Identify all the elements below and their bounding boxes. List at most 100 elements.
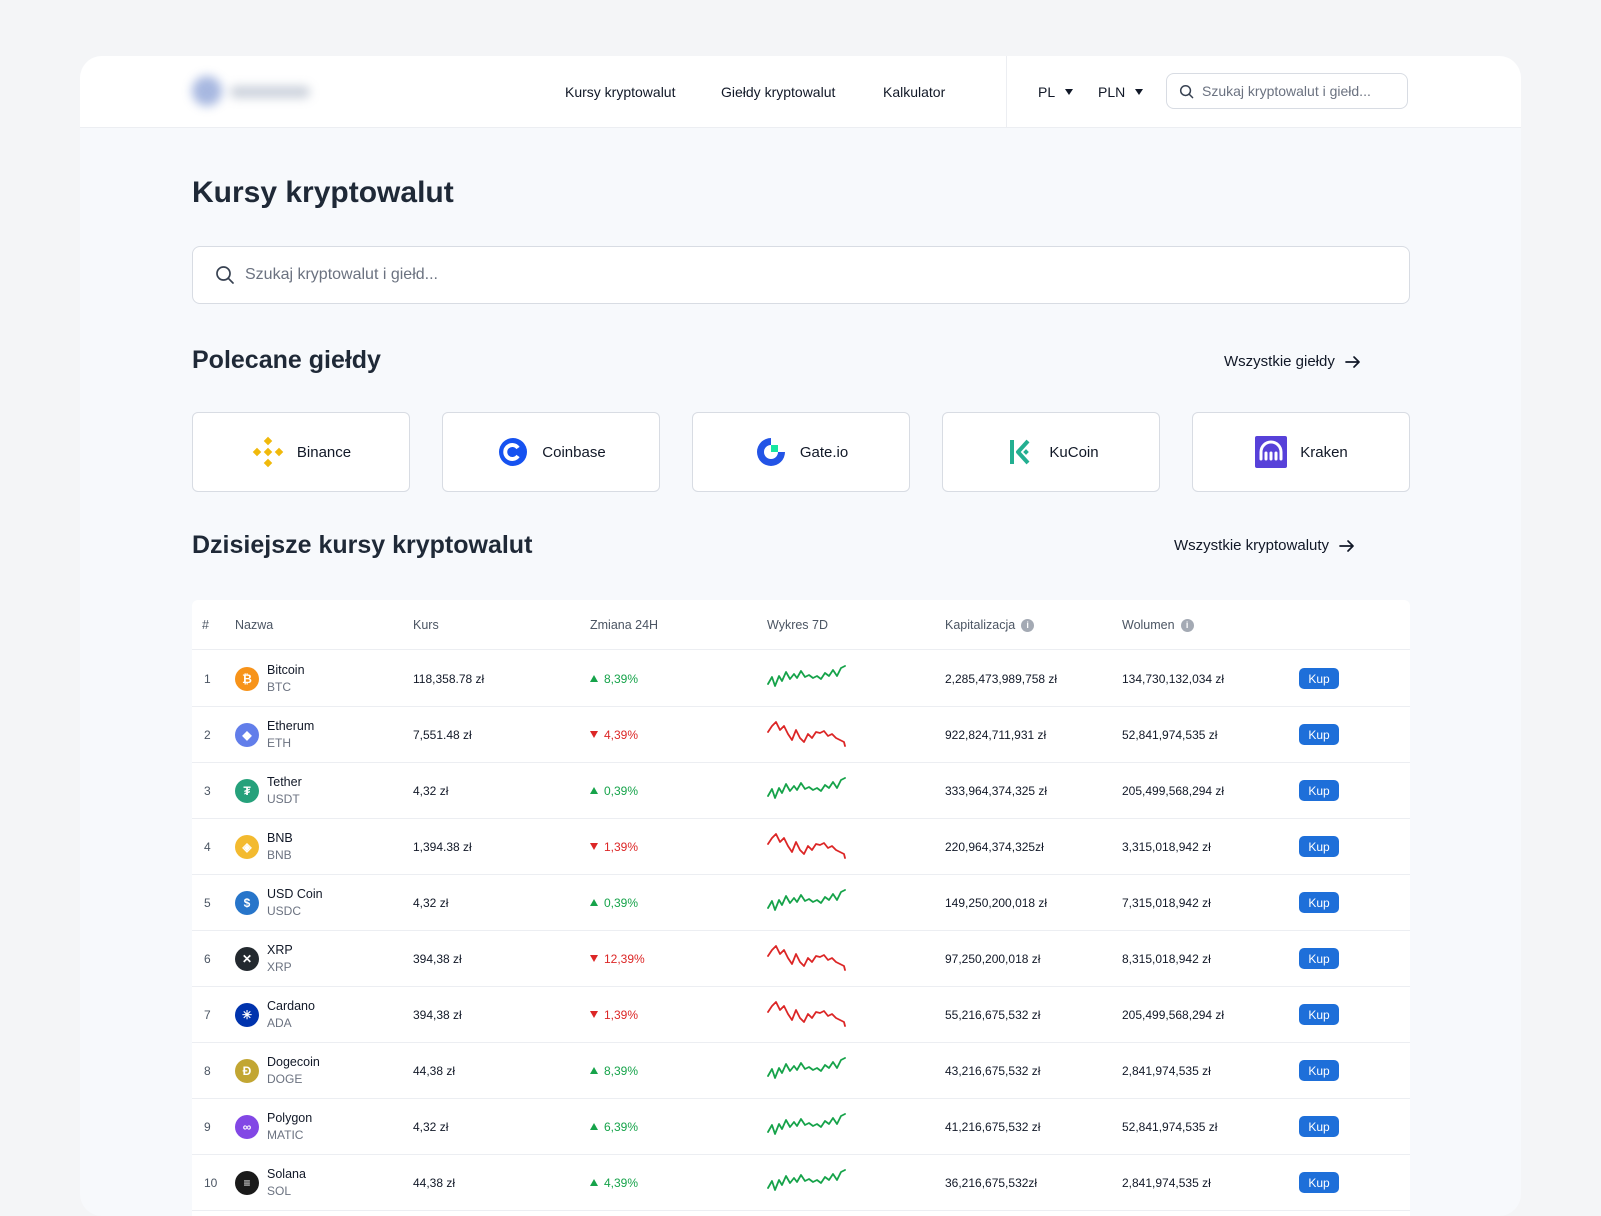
buy-button[interactable]: Kup — [1299, 1004, 1339, 1025]
coin-name: USD Coin — [267, 887, 323, 901]
polygon-icon: ∞ — [235, 1114, 259, 1139]
col-market-cap[interactable]: Kapitalizacja i — [945, 600, 1035, 650]
volume: 3,315,018,942 zł — [1122, 839, 1211, 854]
xrp-icon: ✕ — [235, 946, 259, 971]
row-rank: 2 — [204, 727, 211, 742]
coin-symbol: SOL — [267, 1184, 292, 1198]
table-row[interactable]: 8 Ð Dogecoin DOGE 44,38 zł 8,39% 43,216,675,53… — [192, 1042, 1410, 1099]
table-row[interactable]: 10 ≡ Solana SOL 44,38 zł 4,39% 36,216,675,532z… — [192, 1154, 1410, 1211]
buy-button[interactable]: Kup — [1299, 1116, 1339, 1137]
table-row[interactable]: 2 ◆ Etherum ETH 7,551.48 zł 4,39% 922,824,711,… — [192, 706, 1410, 763]
info-icon[interactable]: i — [1021, 618, 1035, 632]
volume: 52,841,974,535 zł — [1122, 1119, 1218, 1134]
coin-cell[interactable]: ∞ Polygon MATIC — [235, 1098, 312, 1155]
triangle-up-icon — [590, 1179, 598, 1186]
col-change-24h[interactable]: Zmiana 24H — [590, 618, 659, 632]
exchange-card-kucoin[interactable]: KuCoin — [942, 412, 1160, 492]
coin-cell[interactable]: ₿ Bitcoin BTC — [235, 650, 305, 707]
bitcoin-icon: ₿ — [235, 666, 259, 691]
language-select[interactable]: PL — [1038, 56, 1074, 128]
coin-name: BNB — [267, 831, 293, 845]
currency-select[interactable]: PLN — [1098, 56, 1144, 128]
buy-cell: Kup — [1299, 874, 1339, 931]
col-chart-7d: Wykres 7D — [767, 618, 829, 632]
triangle-down-icon — [590, 1011, 598, 1018]
buy-button[interactable]: Kup — [1299, 892, 1339, 913]
table-row[interactable]: 9 ∞ Polygon MATIC 4,32 zł 6,39% 41,216,675,532… — [192, 1098, 1410, 1155]
buy-button[interactable]: Kup — [1299, 1172, 1339, 1193]
buy-button[interactable]: Kup — [1299, 1060, 1339, 1081]
buy-cell: Kup — [1299, 818, 1339, 875]
change-24h: 4,39% — [590, 1154, 638, 1211]
coin-cell[interactable]: ₮ Tether USDT — [235, 762, 302, 819]
info-icon[interactable]: i — [1180, 618, 1194, 632]
table-row[interactable]: 4 ◈ BNB BNB 1,394.38 zł 1,39% 220,964,374,325z… — [192, 818, 1410, 875]
rates-section-title: Dzisiejsze kursy kryptowalut — [192, 531, 533, 559]
exchange-card-gateio[interactable]: Gate.io — [692, 412, 910, 492]
market-cap: 922,824,711,931 zł — [945, 727, 1047, 742]
buy-cell: Kup — [1299, 1042, 1339, 1099]
coin-name: Polygon — [267, 1111, 313, 1125]
gateio-icon — [756, 438, 785, 466]
change-value: 0,39% — [604, 783, 639, 798]
table-row[interactable]: 5 $ USD Coin USDC 4,32 zł 0,39% 149,250,200,01… — [192, 874, 1410, 931]
nav-item-rates[interactable]: Kursy kryptowalut — [565, 84, 676, 100]
exchange-name: KuCoin — [1049, 443, 1099, 461]
market-cap: 2,285,473,989,758 zł — [945, 671, 1058, 686]
buy-cell: Kup — [1299, 1154, 1339, 1211]
coin-cell[interactable]: ◈ BNB BNB — [235, 818, 293, 875]
coin-cell[interactable]: ◆ Etherum ETH — [235, 706, 314, 763]
market-cap: 333,964,374,325 zł — [945, 783, 1048, 798]
change-value: 8,39% — [604, 671, 639, 686]
coin-symbol: DOGE — [267, 1072, 303, 1086]
coin-cell[interactable]: $ USD Coin USDC — [235, 874, 323, 931]
kucoin-icon — [1010, 439, 1030, 465]
row-rank: 3 — [204, 783, 211, 798]
change-24h: 0,39% — [590, 874, 638, 931]
main-search-box[interactable] — [192, 246, 1410, 304]
table-header: # Nazwa Kurs Zmiana 24H Wykres 7D Kapita… — [192, 600, 1410, 650]
coin-cell[interactable]: ✕ XRP XRP — [235, 930, 293, 987]
coinbase-icon — [499, 438, 528, 466]
buy-button[interactable]: Kup — [1299, 948, 1339, 969]
sparkline-7d — [767, 1154, 849, 1211]
coin-cell[interactable]: Ð Dogecoin DOGE — [235, 1042, 320, 1099]
buy-button[interactable]: Kup — [1299, 836, 1339, 857]
buy-button[interactable]: Kup — [1299, 668, 1339, 689]
buy-button[interactable]: Kup — [1299, 724, 1339, 745]
buy-cell: Kup — [1299, 1098, 1339, 1155]
buy-button[interactable]: Kup — [1299, 780, 1339, 801]
exchange-card-coinbase[interactable]: Coinbase — [442, 412, 660, 492]
all-exchanges-link[interactable]: Wszystkie giełdy — [1224, 353, 1361, 370]
coin-price: 7,551.48 zł — [413, 727, 472, 742]
volume: 205,499,568,294 zł — [1122, 1007, 1225, 1022]
table-row[interactable]: 7 ✳ Cardano ADA 394,38 zł 1,39% 55,216,675,532… — [192, 986, 1410, 1043]
exchange-card-kraken[interactable]: Kraken — [1192, 412, 1410, 492]
table-row[interactable]: 3 ₮ Tether USDT 4,32 zł 0,39% 333,964,374,325 … — [192, 762, 1410, 819]
nav-item-calculator[interactable]: Kalkulator — [883, 84, 946, 100]
col-volume[interactable]: Wolumen i — [1122, 600, 1194, 650]
header-search-input[interactable] — [1202, 83, 1392, 99]
nav-item-exchanges[interactable]: Giełdy kryptowalut — [721, 84, 836, 100]
coin-cell[interactable]: ≡ Solana SOL — [235, 1154, 306, 1211]
coin-cell[interactable]: ✳ Cardano ADA — [235, 986, 315, 1043]
bnb-icon: ◈ — [235, 834, 259, 859]
row-rank: 10 — [204, 1175, 218, 1190]
header-search-box[interactable] — [1166, 73, 1408, 109]
cardano-icon: ✳ — [235, 1002, 259, 1027]
col-price[interactable]: Kurs — [413, 618, 439, 632]
table-row[interactable]: 6 ✕ XRP XRP 394,38 zł 12,39% 97,250,200,018 zł… — [192, 930, 1410, 987]
all-cryptocurrencies-link[interactable]: Wszystkie kryptowaluty — [1174, 537, 1355, 554]
volume: 52,841,974,535 zł — [1122, 727, 1218, 742]
col-name[interactable]: Nazwa — [235, 618, 274, 632]
volume: 8,315,018,942 zł — [1122, 951, 1211, 966]
row-rank: 4 — [204, 839, 211, 854]
table-row[interactable]: 1 ₿ Bitcoin BTC 118,358.78 zł 8,39% 2,285,473,… — [192, 650, 1410, 707]
main-search-input[interactable] — [245, 266, 1345, 284]
site-logo[interactable] — [192, 70, 322, 114]
coin-name: Tether — [267, 775, 302, 789]
top-navigation-bar: Kursy kryptowalut Giełdy kryptowalut Kal… — [80, 56, 1521, 128]
exchange-card-binance[interactable]: Binance — [192, 412, 410, 492]
coin-symbol: MATIC — [267, 1128, 304, 1142]
triangle-up-icon — [590, 1123, 598, 1130]
